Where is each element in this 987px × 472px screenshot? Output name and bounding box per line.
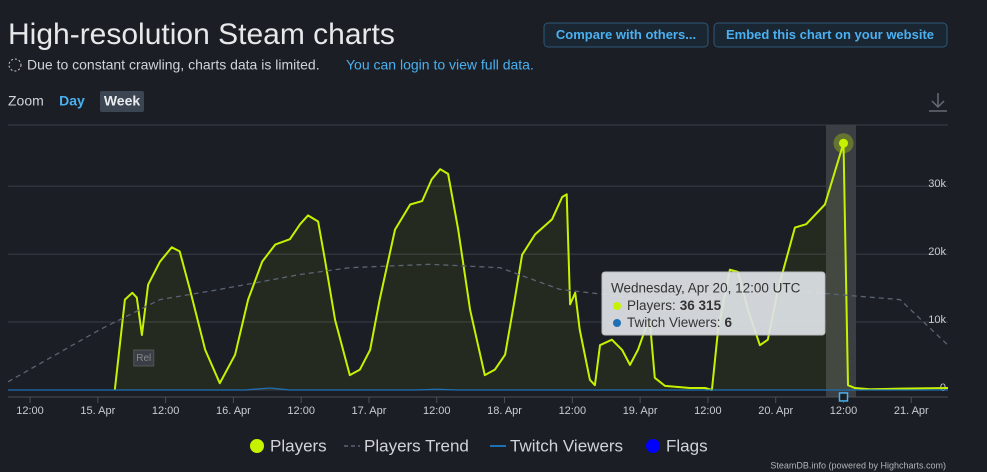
- legend-label: Players Trend: [364, 436, 469, 455]
- zoom-week-bg[interactable]: [100, 91, 144, 112]
- compare-button[interactable]: [543, 22, 709, 48]
- y-tick-label: 10k: [928, 314, 946, 326]
- zoom-week[interactable]: Week: [104, 93, 141, 109]
- zoom-day[interactable]: Day: [59, 93, 85, 109]
- tooltip-row-value: 36 315: [680, 298, 722, 313]
- x-tick-label: 20. Apr: [758, 405, 793, 417]
- x-tick-label: 16. Apr: [216, 405, 251, 417]
- embed-button-label[interactable]: Embed this chart on your website: [726, 27, 934, 42]
- note: Due to constant crawling, charts data is…: [27, 57, 320, 73]
- legend-symbol: [646, 439, 660, 453]
- hover-point: [838, 138, 848, 148]
- x-tick-label: 12:00: [559, 405, 587, 417]
- legend-label: Players: [270, 436, 327, 455]
- series-line: [7, 263, 949, 383]
- x-tick-label: 21. Apr: [894, 405, 929, 417]
- loading-icon: [8, 58, 22, 72]
- login-link[interactable]: You can login to view full data.: [346, 57, 534, 73]
- flag-label: Rel: [136, 353, 151, 364]
- tooltip-row-name: Twitch Viewers:: [627, 315, 721, 330]
- y-tick-label: 30k: [928, 178, 946, 190]
- y-tick-label: 20k: [928, 246, 946, 258]
- x-tick-label: 12:00: [152, 405, 180, 417]
- x-tick-label: 12:00: [287, 405, 315, 417]
- tooltip-row: Players: 36 315: [627, 298, 722, 313]
- compare-button-label[interactable]: Compare with others...: [556, 27, 696, 42]
- tooltip-row-name: Players:: [627, 298, 676, 313]
- legend-symbol: [250, 439, 264, 453]
- hover-band: [826, 125, 856, 397]
- legend-label: Twitch Viewers: [510, 436, 623, 455]
- series-line: [8, 387, 948, 391]
- x-tick-label: 15. Apr: [80, 405, 115, 417]
- page-title: High-resolution Steam charts: [8, 18, 395, 51]
- tooltip-row: Twitch Viewers: 6: [627, 315, 733, 330]
- x-tick-label: 19. Apr: [623, 405, 658, 417]
- x-tick-label: 17. Apr: [352, 405, 387, 417]
- legend-label: Flags: [666, 436, 708, 455]
- hover-point: [838, 392, 849, 402]
- tooltip-box: [601, 271, 826, 336]
- x-tick-label: 12:00: [830, 405, 858, 417]
- embed-button[interactable]: [713, 22, 948, 48]
- tooltip-title: Wednesday, Apr 20, 12:00 UTC: [611, 281, 801, 296]
- x-tick-label: 12:00: [16, 405, 44, 417]
- tooltip-row-value: 6: [725, 315, 733, 330]
- download-icon[interactable]: [929, 93, 947, 112]
- x-tick-label: 12:00: [694, 405, 722, 417]
- credit: SteamDB.info (powered by Highcharts.com): [770, 460, 946, 470]
- x-tick-label: 18. Apr: [487, 405, 522, 417]
- flag: [133, 349, 155, 367]
- tooltip: Wednesday, Apr 20, 12:00 UTC Players: 36 3…: [601, 271, 826, 336]
- tooltip-dot: [613, 302, 621, 310]
- tooltip-dot: [613, 319, 621, 327]
- x-tick-label: 12:00: [423, 405, 451, 417]
- zoom-label: Zoom: [8, 93, 44, 109]
